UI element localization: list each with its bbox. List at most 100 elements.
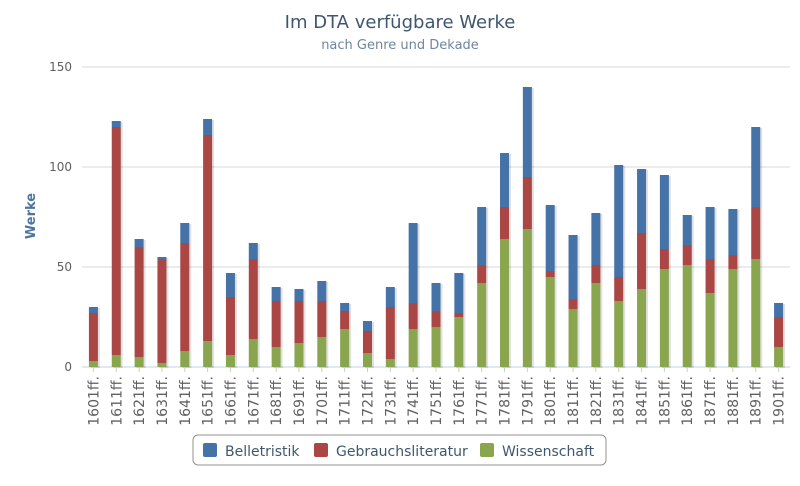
bar-gebrauchsliteratur-1841ff.[interactable]	[637, 233, 647, 289]
bar-belletristik-1631ff.[interactable]	[157, 257, 167, 259]
bar-belletristik-1661ff.[interactable]	[225, 273, 235, 297]
bar-wissenschaft-1831ff.[interactable]	[614, 301, 624, 367]
bar-gebrauchsliteratur-1731ff.[interactable]	[385, 307, 395, 359]
x-tick-label: 1601ff.	[86, 376, 102, 426]
bar-wissenschaft-1641ff.[interactable]	[180, 351, 190, 367]
bar-gebrauchsliteratur-1641ff.[interactable]	[180, 243, 190, 351]
bar-belletristik-1611ff.[interactable]	[111, 121, 121, 127]
bar-belletristik-1811ff.[interactable]	[568, 235, 578, 299]
bar-belletristik-1901ff.[interactable]	[774, 303, 784, 317]
bar-belletristik-1851ff.[interactable]	[659, 175, 669, 249]
bar-gebrauchsliteratur-1741ff.[interactable]	[408, 303, 418, 329]
bar-belletristik-1691ff.[interactable]	[294, 289, 304, 301]
bar-gebrauchsliteratur-1671ff.[interactable]	[248, 259, 258, 339]
bar-wissenschaft-1811ff.[interactable]	[568, 309, 578, 367]
bar-wissenschaft-1771ff.[interactable]	[477, 283, 487, 367]
bar-gebrauchsliteratur-1881ff.[interactable]	[728, 255, 738, 269]
bar-wissenschaft-1621ff.[interactable]	[134, 357, 144, 367]
bar-belletristik-1801ff.[interactable]	[545, 205, 555, 271]
bar-wissenschaft-1681ff.[interactable]	[271, 347, 281, 367]
legend-item-wissenschaft[interactable]: Wissenschaft	[480, 443, 595, 460]
bar-belletristik-1751ff.[interactable]	[431, 283, 441, 311]
bar-wissenschaft-1611ff.[interactable]	[111, 355, 121, 367]
bar-wissenschaft-1761ff.[interactable]	[454, 317, 464, 367]
bar-gebrauchsliteratur-1661ff.[interactable]	[225, 297, 235, 355]
bar-belletristik-1871ff.[interactable]	[705, 207, 715, 259]
bar-wissenschaft-1701ff.[interactable]	[317, 337, 327, 367]
bar-gebrauchsliteratur-1871ff.[interactable]	[705, 259, 715, 293]
bar-wissenschaft-1601ff.[interactable]	[88, 361, 98, 367]
bar-wissenschaft-1841ff.[interactable]	[637, 289, 647, 367]
x-tick-label: 1861ff.	[680, 376, 696, 426]
bar-gebrauchsliteratur-1621ff.[interactable]	[134, 247, 144, 357]
bar-belletristik-1601ff.[interactable]	[88, 307, 98, 313]
bar-wissenschaft-1901ff.[interactable]	[774, 347, 784, 367]
bar-gebrauchsliteratur-1781ff.[interactable]	[500, 207, 510, 239]
bar-gebrauchsliteratur-1601ff.[interactable]	[88, 313, 98, 361]
bar-wissenschaft-1801ff.[interactable]	[545, 277, 555, 367]
bar-gebrauchsliteratur-1651ff.[interactable]	[203, 135, 213, 341]
bar-wissenschaft-1851ff.[interactable]	[659, 269, 669, 367]
bar-belletristik-1881ff.[interactable]	[728, 209, 738, 255]
bar-wissenschaft-1821ff.[interactable]	[591, 283, 601, 367]
legend-item-gebrauchsliteratur[interactable]: Gebrauchsliteratur	[314, 443, 468, 460]
bar-gebrauchsliteratur-1771ff.[interactable]	[477, 265, 487, 283]
bar-wissenschaft-1671ff.[interactable]	[248, 339, 258, 367]
bar-gebrauchsliteratur-1891ff.[interactable]	[751, 207, 761, 259]
bar-gebrauchsliteratur-1861ff.[interactable]	[682, 245, 692, 265]
bar-belletristik-1781ff.[interactable]	[500, 153, 510, 207]
bar-gebrauchsliteratur-1901ff.[interactable]	[774, 317, 784, 347]
bar-gebrauchsliteratur-1711ff.[interactable]	[340, 311, 350, 329]
legend-item-belletristik[interactable]: Belletristik	[203, 443, 300, 460]
bar-belletristik-1841ff.[interactable]	[637, 169, 647, 233]
bar-gebrauchsliteratur-1681ff.[interactable]	[271, 301, 281, 347]
bar-belletristik-1731ff.[interactable]	[385, 287, 395, 307]
bar-wissenschaft-1861ff.[interactable]	[682, 265, 692, 367]
bar-belletristik-1681ff.[interactable]	[271, 287, 281, 301]
bar-belletristik-1831ff.[interactable]	[614, 165, 624, 277]
bar-wissenschaft-1731ff.[interactable]	[385, 359, 395, 367]
bar-wissenschaft-1871ff.[interactable]	[705, 293, 715, 367]
bar-wissenschaft-1881ff.[interactable]	[728, 269, 738, 367]
bar-belletristik-1701ff.[interactable]	[317, 281, 327, 301]
bar-wissenschaft-1661ff.[interactable]	[225, 355, 235, 367]
bar-wissenschaft-1691ff.[interactable]	[294, 343, 304, 367]
bar-wissenschaft-1711ff.[interactable]	[340, 329, 350, 367]
bar-gebrauchsliteratur-1691ff.[interactable]	[294, 301, 304, 343]
bar-gebrauchsliteratur-1611ff.[interactable]	[111, 127, 121, 355]
bar-gebrauchsliteratur-1701ff.[interactable]	[317, 301, 327, 337]
bar-belletristik-1621ff.[interactable]	[134, 239, 144, 247]
bar-belletristik-1861ff.[interactable]	[682, 215, 692, 245]
bar-wissenschaft-1781ff.[interactable]	[500, 239, 510, 367]
bar-belletristik-1721ff.[interactable]	[362, 321, 372, 331]
bar-wissenschaft-1631ff.[interactable]	[157, 363, 167, 367]
bar-belletristik-1671ff.[interactable]	[248, 243, 258, 259]
bar-belletristik-1711ff.[interactable]	[340, 303, 350, 311]
bar-wissenschaft-1791ff.[interactable]	[522, 229, 532, 367]
bar-gebrauchsliteratur-1751ff.[interactable]	[431, 311, 441, 327]
bar-gebrauchsliteratur-1791ff.[interactable]	[522, 177, 532, 229]
bar-wissenschaft-1751ff.[interactable]	[431, 327, 441, 367]
bar-gebrauchsliteratur-1801ff.[interactable]	[545, 271, 555, 277]
legend-swatch-gebrauchsliteratur	[314, 443, 328, 457]
bar-gebrauchsliteratur-1721ff.[interactable]	[362, 331, 372, 353]
bar-gebrauchsliteratur-1631ff.[interactable]	[157, 259, 167, 363]
bar-gebrauchsliteratur-1811ff.[interactable]	[568, 299, 578, 309]
bar-wissenschaft-1721ff.[interactable]	[362, 353, 372, 367]
bar-gebrauchsliteratur-1761ff.[interactable]	[454, 313, 464, 317]
bar-gebrauchsliteratur-1831ff.[interactable]	[614, 277, 624, 301]
bar-gebrauchsliteratur-1851ff.[interactable]	[659, 249, 669, 269]
bar-belletristik-1821ff.[interactable]	[591, 213, 601, 265]
x-tick-label: 1791ff.	[520, 376, 536, 426]
bar-belletristik-1791ff.[interactable]	[522, 87, 532, 177]
bar-belletristik-1641ff.[interactable]	[180, 223, 190, 243]
bar-belletristik-1651ff.[interactable]	[203, 119, 213, 135]
bar-wissenschaft-1741ff.[interactable]	[408, 329, 418, 367]
bar-belletristik-1771ff.[interactable]	[477, 207, 487, 265]
bar-wissenschaft-1651ff.[interactable]	[203, 341, 213, 367]
bar-wissenschaft-1891ff.[interactable]	[751, 259, 761, 367]
bar-belletristik-1891ff.[interactable]	[751, 127, 761, 207]
bar-belletristik-1761ff.[interactable]	[454, 273, 464, 313]
bar-belletristik-1741ff.[interactable]	[408, 223, 418, 303]
bar-gebrauchsliteratur-1821ff.[interactable]	[591, 265, 601, 283]
